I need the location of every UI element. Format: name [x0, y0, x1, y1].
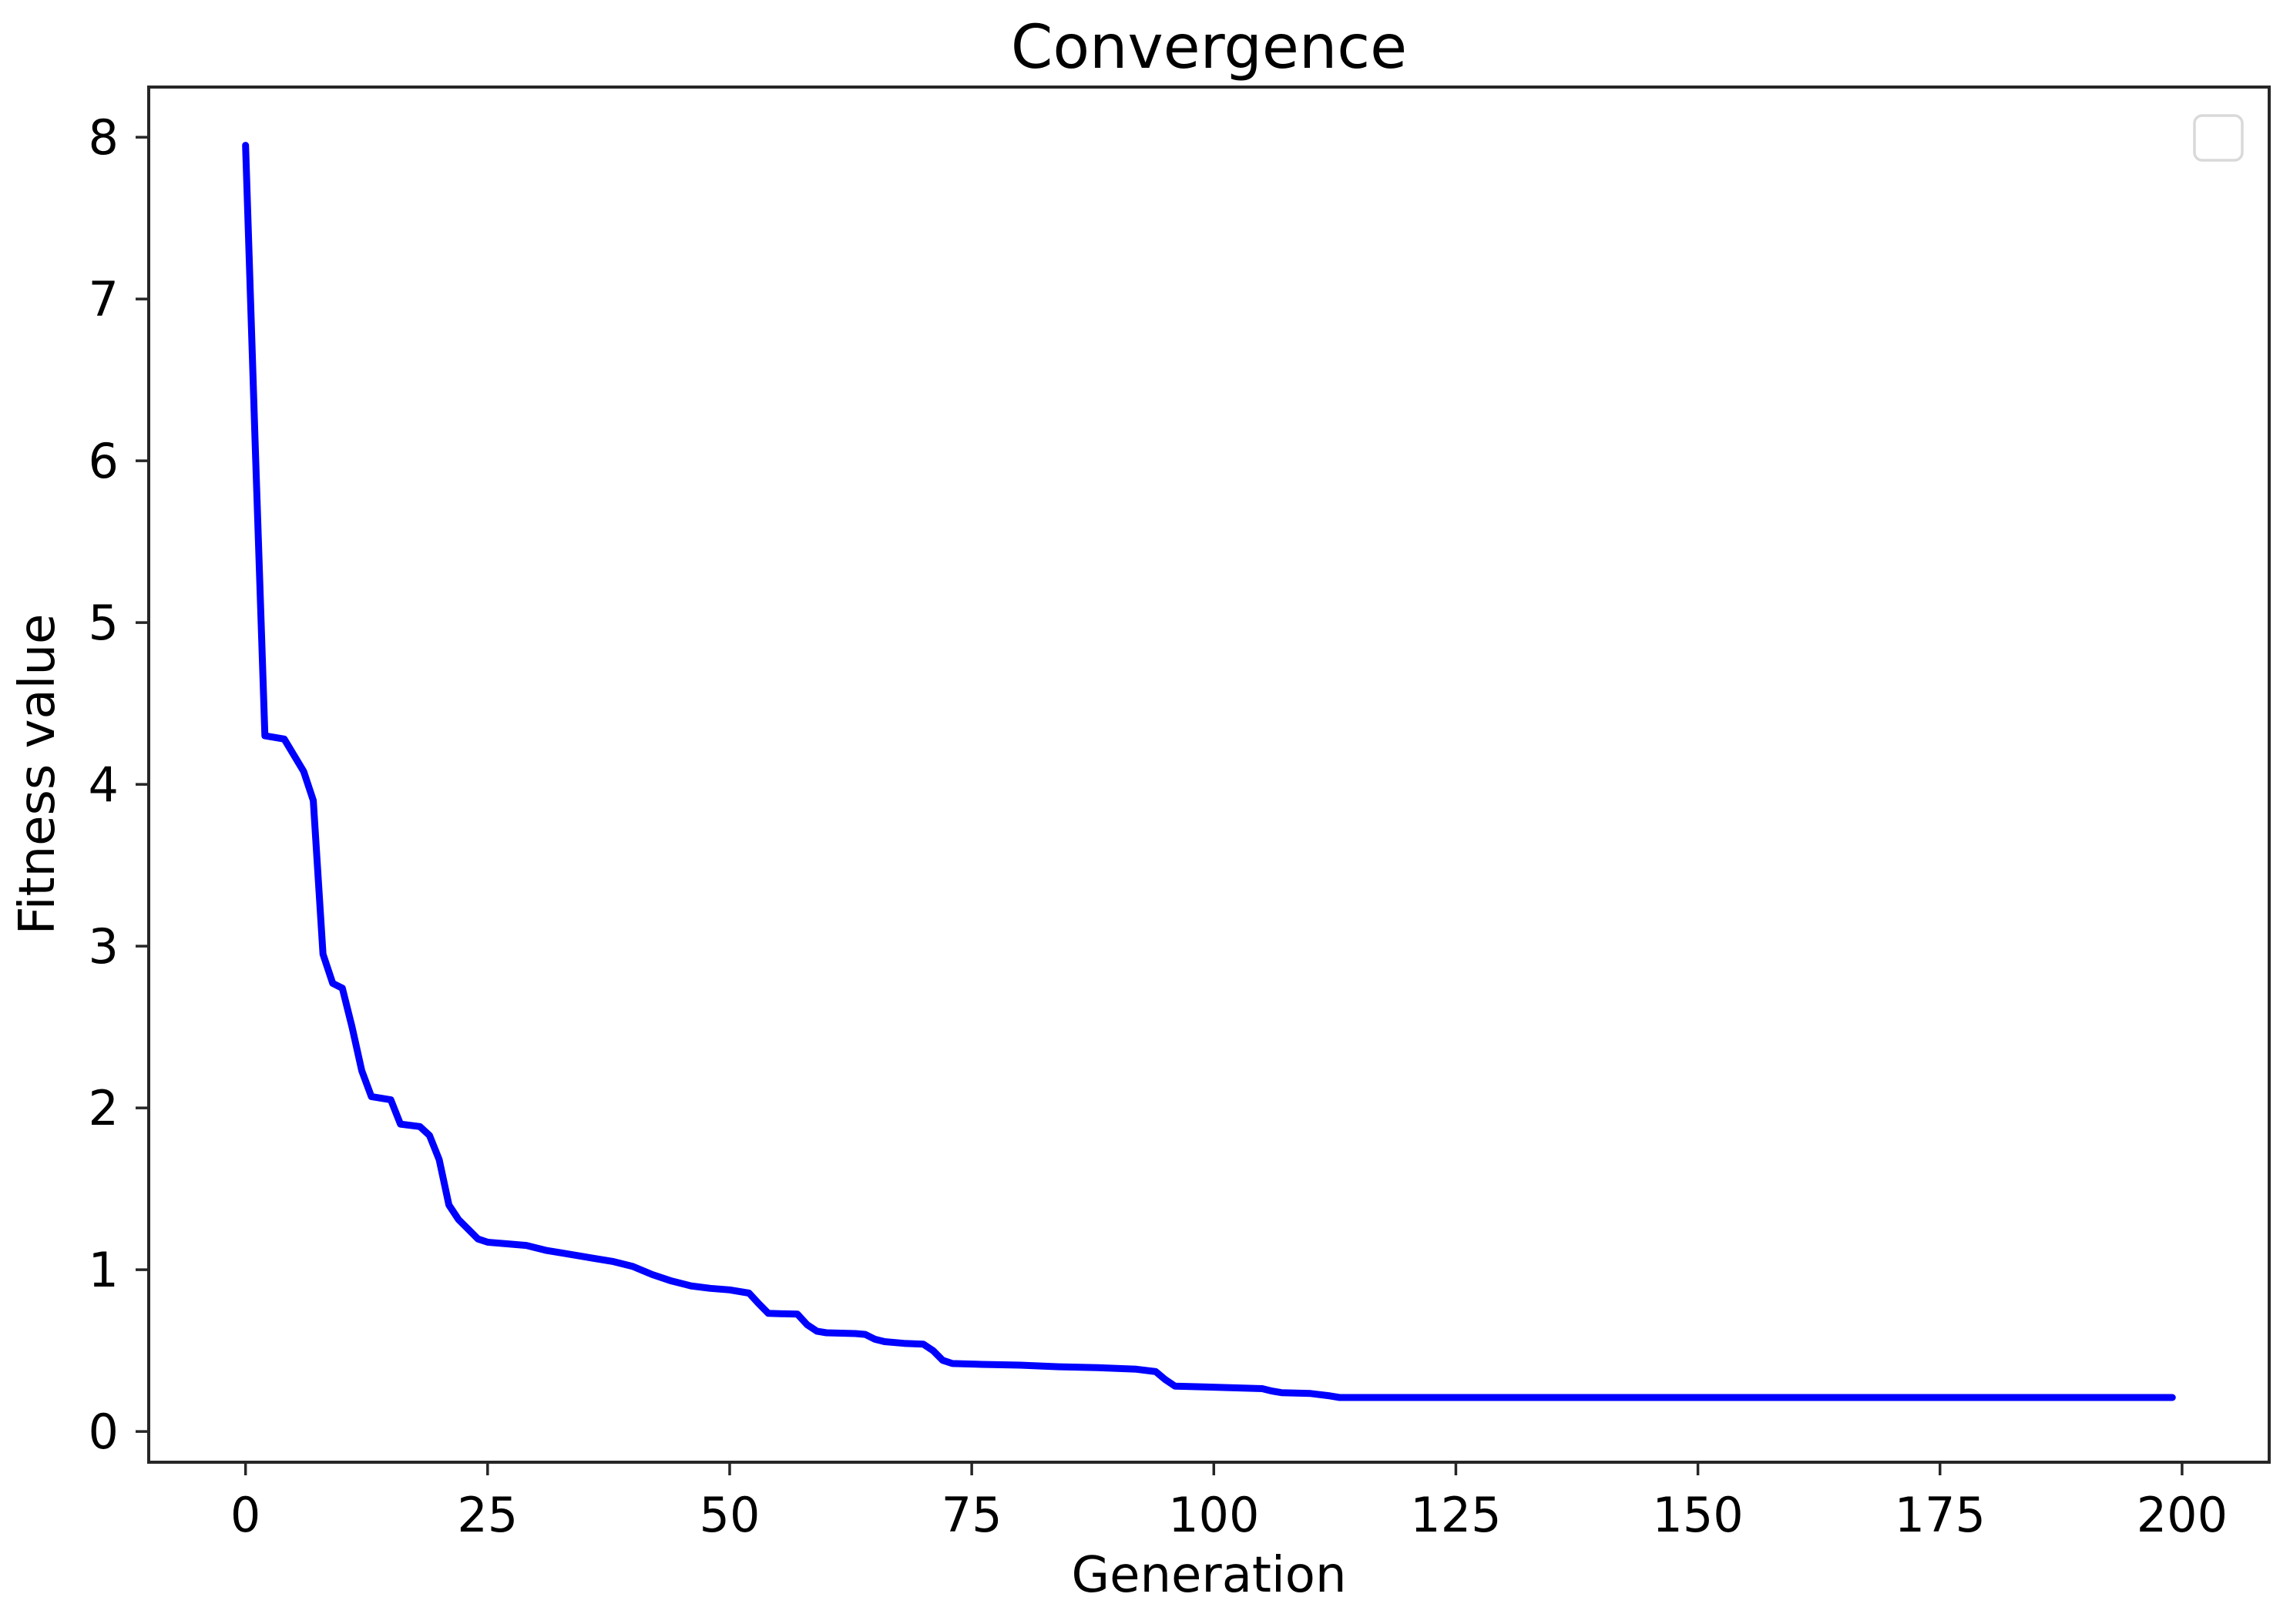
x-tick-label: 100 [1168, 1487, 1259, 1543]
y-axis-label: Fitness value [9, 614, 66, 935]
fitness-line [242, 142, 2176, 1401]
x-axis-label: Generation [1071, 1547, 1346, 1604]
plot-area [147, 86, 2271, 1464]
y-tick-label: 4 [89, 757, 119, 813]
x-tick-label: 50 [700, 1487, 761, 1543]
tick-labels: 0 25 50 75 100 125 150 175 200 0 1 2 3 4 5 6 7 8 [89, 109, 2228, 1543]
x-tick-label: 125 [1410, 1487, 1501, 1543]
y-tick-label: 7 [89, 271, 119, 327]
x-tick-label: 150 [1652, 1487, 1743, 1543]
y-tick-label: 5 [89, 595, 119, 651]
y-tick-label: 6 [89, 433, 119, 489]
x-tick-label: 75 [942, 1487, 1002, 1543]
x-tick-label: 200 [2137, 1487, 2228, 1543]
x-tick-label: 25 [457, 1487, 518, 1543]
y-tick-label: 3 [89, 918, 119, 975]
x-tick-label: 0 [230, 1487, 260, 1543]
y-tick-label: 0 [89, 1404, 119, 1460]
chart-title: Convergence [1011, 13, 1407, 82]
x-tick-label: 175 [1895, 1487, 1986, 1543]
tick-marks [136, 136, 2184, 1475]
legend-box [2193, 114, 2244, 162]
y-tick-label: 2 [89, 1080, 119, 1136]
y-tick-label: 1 [89, 1242, 119, 1298]
y-tick-label: 8 [89, 109, 119, 166]
